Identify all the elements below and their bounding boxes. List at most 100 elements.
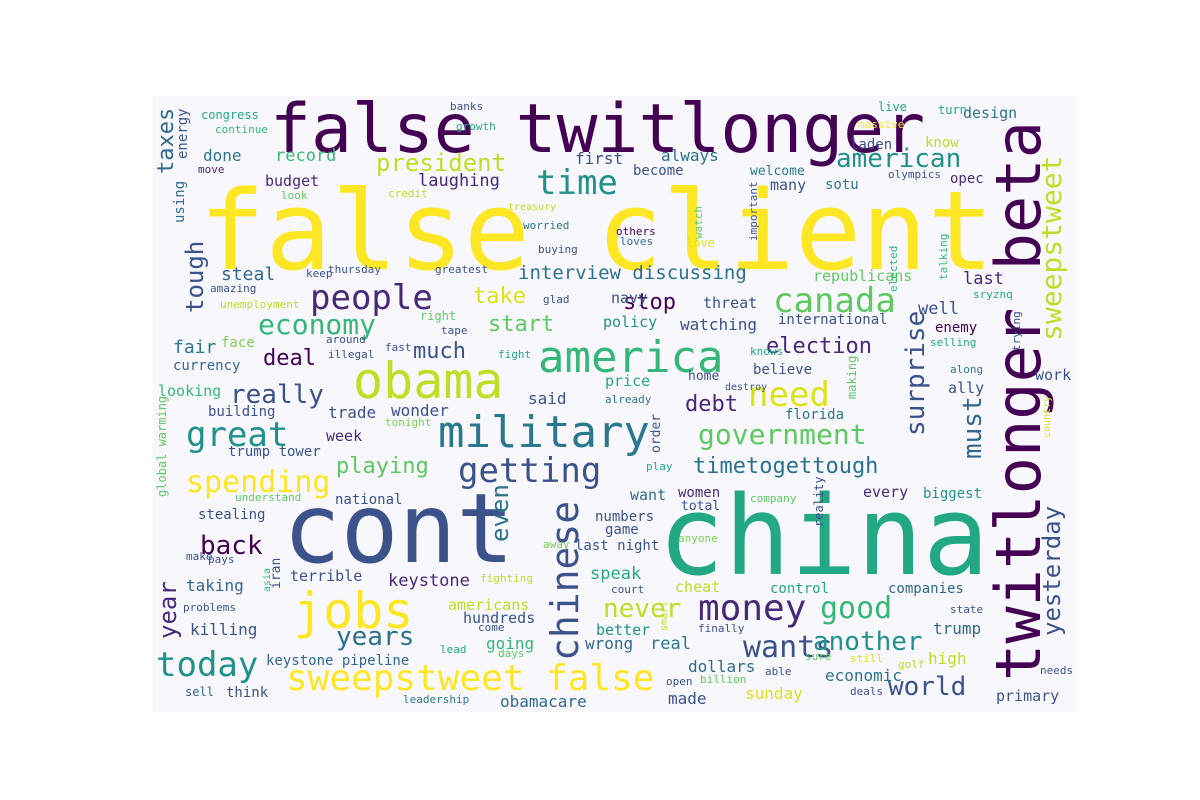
word-really: really — [230, 380, 324, 410]
word-canada: canada — [773, 281, 896, 321]
word-become: become — [633, 163, 684, 179]
word-banks: banks — [450, 100, 484, 113]
word-pays: pays — [208, 553, 235, 566]
word-sotu: sotu — [825, 177, 859, 193]
word-well: well — [918, 299, 959, 319]
word-watch: watch — [692, 205, 705, 239]
word-understand: understand — [235, 491, 302, 504]
word-take: take — [473, 284, 526, 309]
word-game: game — [605, 522, 639, 538]
word-high: high — [928, 649, 967, 668]
word-yesterday: yesterday — [1038, 505, 1066, 636]
word-already: already — [605, 393, 652, 406]
word-cheat: cheat — [675, 578, 721, 596]
word-timetogettough: timetogettough — [693, 454, 879, 479]
word-need: need — [748, 375, 830, 415]
word-sweepstweet: sweepstweet — [1035, 155, 1068, 341]
word-days: days — [498, 647, 525, 660]
word-last-night: last night — [575, 538, 660, 554]
word-move: move — [198, 163, 225, 176]
word-hundreds: hundreds — [463, 609, 536, 627]
word-false-client: false client — [199, 167, 994, 295]
word-numbers: numbers — [595, 509, 655, 525]
word-golf: golf — [898, 658, 925, 671]
word-believe: believe — [753, 362, 813, 378]
word-unemployment: unemployment — [220, 298, 300, 311]
word-obamacare: obamacare — [500, 692, 587, 711]
word-country: country — [1042, 395, 1053, 438]
word-keystone-pipeline: keystone pipeline — [266, 653, 410, 669]
word-playing: playing — [336, 454, 429, 479]
word-look: look — [281, 189, 308, 202]
word-work: work — [1035, 366, 1072, 384]
word-selling: selling — [930, 336, 977, 349]
word-live: live — [878, 100, 907, 114]
word-jobs: jobs — [293, 582, 414, 640]
word-time: time — [536, 163, 618, 203]
word-amazing: amazing — [210, 282, 257, 295]
word-debt: debt — [685, 392, 738, 417]
word-open: open — [666, 675, 693, 688]
word-able: able — [765, 665, 792, 678]
word-enemy: enemy — [935, 320, 978, 336]
word-week: week — [326, 427, 363, 445]
word-real: real — [650, 634, 691, 654]
word-never: never — [603, 594, 682, 624]
word-opec: opec — [950, 171, 984, 187]
word-surprise: surprise — [901, 310, 931, 436]
word-said: said — [528, 389, 567, 408]
word-getting: getting — [458, 451, 602, 491]
word-make: make — [186, 550, 213, 563]
word-using: using — [172, 180, 188, 223]
word-leadership: leadership — [403, 693, 470, 706]
word-american: american — [836, 144, 962, 174]
word-done: done — [203, 146, 242, 165]
word-spending: spending — [186, 465, 331, 500]
word-home: home — [688, 369, 720, 384]
word-congress: congress — [201, 108, 259, 122]
word-treasury: treasury — [508, 202, 557, 213]
word-america: america — [538, 332, 724, 383]
word-wants: wants — [743, 630, 834, 665]
word-sure: sure — [805, 650, 832, 663]
word-making: making — [845, 355, 859, 399]
word-trump-tower: trump tower — [228, 444, 321, 460]
word-companies: companies — [888, 581, 964, 597]
word-policy: policy — [603, 313, 658, 331]
word-primary: primary — [996, 687, 1060, 705]
word-made: made — [668, 689, 707, 708]
word-illegal: illegal — [328, 348, 375, 361]
word-today: today — [156, 645, 259, 685]
word-china: china — [658, 472, 990, 600]
word-chinese: chinese — [543, 500, 587, 661]
word-much: much — [413, 339, 466, 364]
word-florida: florida — [785, 407, 845, 423]
word-love: love — [686, 236, 715, 250]
word-come: come — [478, 621, 505, 634]
word-biggest: biggest — [923, 486, 983, 502]
word-fighting: fighting — [480, 572, 533, 585]
word-year: year — [154, 581, 182, 639]
word-killing: killing — [190, 620, 258, 639]
word-every: every — [863, 483, 909, 501]
word-keystone: keystone — [388, 571, 470, 591]
word-americans: americans — [448, 596, 530, 614]
word-tonight: tonight — [385, 416, 432, 429]
word-court: court — [611, 583, 645, 596]
word-thursday: thursday — [328, 263, 381, 276]
word-sell: sell — [185, 685, 214, 699]
word-interview-discussing: interview discussing — [518, 262, 747, 284]
word-global-warming: global warming — [155, 395, 169, 497]
word-credit: credit — [388, 187, 428, 200]
word-right: right — [420, 309, 457, 323]
word-cloud: false twitlonger false client twitlonger b… — [153, 96, 1077, 712]
word-last: last — [963, 269, 1004, 289]
word-people: people — [310, 278, 433, 318]
word-billion: billion — [700, 673, 747, 686]
word-control: control — [770, 581, 830, 597]
word-sryznq: sryznq — [973, 288, 1013, 301]
word-total: total — [681, 499, 721, 514]
word-first: first — [575, 149, 624, 168]
word-price: price — [605, 372, 651, 390]
word-laden: laden — [850, 137, 893, 153]
